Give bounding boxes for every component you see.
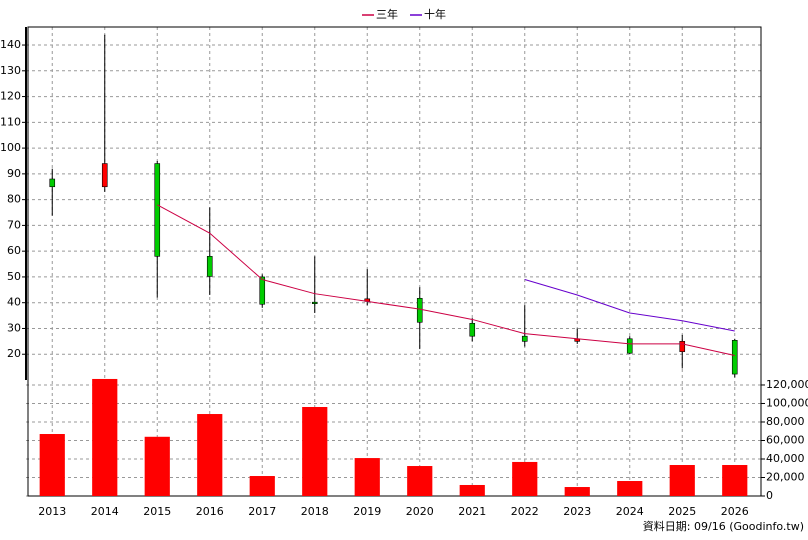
x-tick-label: 2023 [563,505,591,518]
y-tick-label: 30 [7,321,21,334]
x-tick-label: 2019 [353,505,381,518]
plot-frame [27,26,762,497]
volume-bar [302,406,328,496]
volume-bar [512,461,538,496]
volume-bar [564,487,590,496]
candle-body [521,335,528,342]
volume-bar [617,481,643,496]
x-tick-label: 2014 [91,505,119,518]
volume-bar [39,434,65,496]
y2-tick-label: 0 [766,489,773,502]
y-tick-label: 60 [7,244,21,257]
volume-bar [144,436,170,496]
y-tick-label: 120 [0,90,21,103]
y2-tick-label: 80,000 [766,415,805,428]
legend-label: 三年 [376,7,398,21]
volume-bar [722,465,748,496]
y-tick-label: 100 [0,141,21,154]
volume-bar [669,465,695,496]
ma-line [157,204,735,357]
y-tick-label: 20 [7,347,21,360]
y2-tick-label: 20,000 [766,470,805,483]
x-tick-label: 2017 [248,505,276,518]
x-tick-label: 2024 [616,505,644,518]
legend-label: 十年 [424,7,446,21]
candle-body [311,301,318,304]
y2-tick-label: 120,000 [766,378,808,391]
x-tick-label: 2021 [458,505,486,518]
y2-tick-label: 100,000 [766,396,808,409]
y-tick-label: 140 [0,38,21,51]
volume-bar [354,458,380,496]
x-tick-label: 2018 [301,505,329,518]
y-tick-label: 80 [7,193,21,206]
x-tick-label: 2020 [406,505,434,518]
candle-body [154,163,161,257]
x-tick-label: 2022 [511,505,539,518]
y-tick-label: 90 [7,167,21,180]
y-tick-label: 130 [0,64,21,77]
volume-bar [459,484,485,496]
x-tick-label: 2015 [143,505,171,518]
y-tick-label: 110 [0,115,21,128]
candle-body [626,338,633,354]
candle-body [416,298,423,323]
volume-bar [249,476,275,496]
candle-body [679,341,686,352]
y2-tick-label: 40,000 [766,452,805,465]
candle-body [49,178,56,188]
footer: 資料日期: 09/16 (Goodinfo.tw) [643,519,804,533]
candle-body [101,163,108,188]
x-tick-label: 2026 [721,505,749,518]
volume-bar [197,414,223,496]
candle-body [206,256,213,277]
y-tick-label: 50 [7,270,21,283]
ma-line [524,279,735,332]
y2-tick-label: 60,000 [766,433,805,446]
y-tick-label: 40 [7,296,21,309]
x-tick-label: 2025 [668,505,696,518]
y-tick-label: 70 [7,218,21,231]
x-tick-label: 2016 [196,505,224,518]
candle-body [731,340,738,375]
volume-bar [407,466,433,496]
x-tick-label: 2013 [38,505,66,518]
candle-body [259,276,266,305]
candle-body [469,323,476,337]
volume-bar [92,378,118,496]
